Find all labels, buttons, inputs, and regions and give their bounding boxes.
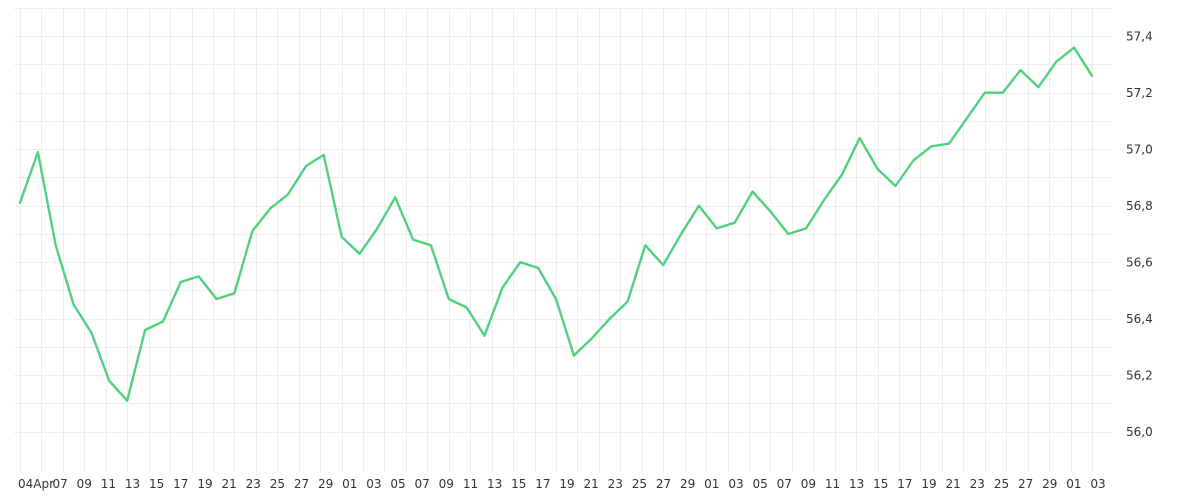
x-tick-label: 27 bbox=[294, 477, 309, 491]
grid bbox=[14, 8, 1112, 472]
x-tick-label: 03 bbox=[728, 477, 743, 491]
x-tick-label: 23 bbox=[608, 477, 623, 491]
x-tick-label: 19 bbox=[197, 477, 212, 491]
x-tick-label: 29 bbox=[318, 477, 333, 491]
x-tick-label: 17 bbox=[173, 477, 188, 491]
x-tick-label: 25 bbox=[632, 477, 647, 491]
y-tick-label: 56,4 bbox=[1126, 312, 1153, 326]
x-tick-label: 01 bbox=[342, 477, 357, 491]
x-tick-label: 13 bbox=[849, 477, 864, 491]
x-tick-label: 05 bbox=[390, 477, 405, 491]
x-tick-label: 15 bbox=[149, 477, 164, 491]
x-tick-label: 13 bbox=[125, 477, 140, 491]
x-tick-label: 11 bbox=[463, 477, 478, 491]
x-tick-label: 11 bbox=[101, 477, 116, 491]
x-tick-label: 11 bbox=[825, 477, 840, 491]
x-tick-label: 15 bbox=[511, 477, 526, 491]
x-tick-label: 04Apr bbox=[18, 477, 54, 491]
y-tick-label: 56,8 bbox=[1126, 199, 1153, 213]
x-tick-label: 17 bbox=[897, 477, 912, 491]
x-tick-label: 27 bbox=[656, 477, 671, 491]
y-tick-label: 56,6 bbox=[1126, 255, 1153, 269]
x-tick-label: 09 bbox=[801, 477, 816, 491]
x-tick-label: 05 bbox=[752, 477, 767, 491]
x-tick-label: 23 bbox=[246, 477, 261, 491]
series-line bbox=[18, 46, 1094, 402]
y-axis: 56,0 56,2 56,4 56,6 56,8 57,0 57,2 57,4 bbox=[1126, 29, 1153, 439]
x-tick-label: 13 bbox=[487, 477, 502, 491]
x-tick-label: 19 bbox=[921, 477, 936, 491]
y-tick-label: 56,0 bbox=[1126, 425, 1153, 439]
x-tick-label: 03 bbox=[366, 477, 381, 491]
x-tick-label: 15 bbox=[873, 477, 888, 491]
x-tick-label: 27 bbox=[1018, 477, 1033, 491]
x-tick-label: 17 bbox=[535, 477, 550, 491]
x-tick-label: 25 bbox=[270, 477, 285, 491]
y-tick-label: 56,2 bbox=[1126, 368, 1153, 382]
x-tick-label: 29 bbox=[680, 477, 695, 491]
x-tick-label: 01 bbox=[1066, 477, 1081, 491]
y-tick-label: 57,2 bbox=[1126, 86, 1153, 100]
x-tick-label: 29 bbox=[1042, 477, 1057, 491]
y-tick-label: 57,4 bbox=[1126, 29, 1153, 43]
x-tick-label: 01 bbox=[704, 477, 719, 491]
x-tick-label: 03 bbox=[1090, 477, 1105, 491]
x-tick-label: 07 bbox=[52, 477, 67, 491]
x-tick-label: 09 bbox=[439, 477, 454, 491]
x-tick-label: 07 bbox=[777, 477, 792, 491]
x-tick-label: 07 bbox=[415, 477, 430, 491]
x-tick-label: 19 bbox=[559, 477, 574, 491]
x-tick-label: 25 bbox=[994, 477, 1009, 491]
x-tick-label: 21 bbox=[946, 477, 961, 491]
x-tick-label: 23 bbox=[970, 477, 985, 491]
y-tick-label: 57,0 bbox=[1126, 142, 1153, 156]
series-layer bbox=[18, 46, 1094, 402]
x-tick-label: 21 bbox=[221, 477, 236, 491]
x-tick-label: 09 bbox=[77, 477, 92, 491]
x-tick-label: 21 bbox=[583, 477, 598, 491]
